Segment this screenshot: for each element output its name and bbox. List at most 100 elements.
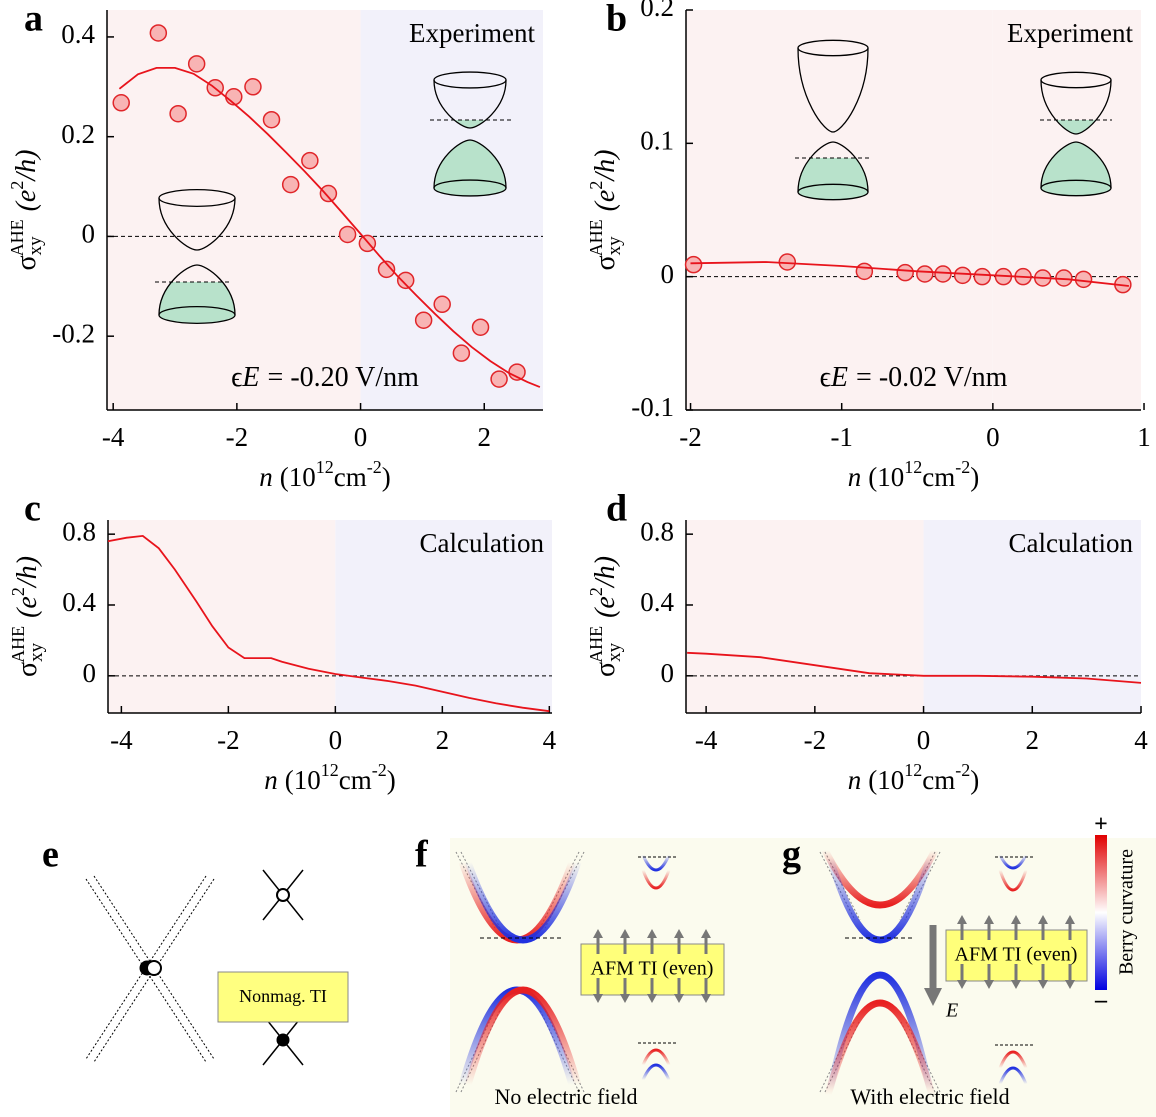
unit: (e (12, 596, 43, 618)
point (377, 260, 396, 279)
field-label: ϵE = -0.20 V/nm (231, 362, 419, 393)
exponent: -2 (367, 457, 382, 477)
x-axis-label: n (1012cm-2) (848, 457, 980, 492)
band-outline (433, 79, 507, 129)
spin-arrow-head (1011, 915, 1021, 924)
x-axis-label: n (1012cm-2) (259, 457, 391, 492)
colorbar (1095, 835, 1107, 990)
unit: (10 (285, 765, 321, 795)
spin-arrow-head (674, 994, 684, 1003)
unit: cm (922, 765, 955, 795)
spin-arrow-head (593, 994, 603, 1003)
band-fill (798, 184, 868, 200)
x-tick-label: -4 (102, 422, 125, 452)
subscript: xy (25, 236, 46, 256)
spin-arrow-head (957, 915, 967, 924)
superscript: AHE (586, 219, 606, 256)
band-outline (1040, 141, 1112, 189)
spin-arrow-head (701, 929, 711, 938)
exponent: 2 (586, 181, 606, 190)
x-tick-label: 0 (354, 422, 368, 452)
unit: cm (922, 462, 955, 492)
point (490, 370, 508, 388)
variable: n (264, 765, 278, 795)
band-outline (797, 47, 869, 133)
x-axis-label: n (1012cm-2) (848, 760, 980, 795)
band-outline (433, 139, 507, 189)
variable: n (848, 462, 862, 492)
symbol: σ (590, 662, 621, 677)
chart: -0.2 0 0.2 0.4 -4 -2 0 2 a Experiment ϵE = -0.20 V/… (7, 0, 543, 492)
panel-label: a (24, 0, 43, 40)
panel-e: e Nonmag. TI (42, 834, 349, 1066)
point (169, 104, 187, 123)
exponent: 12 (904, 760, 922, 780)
panel-label: c (24, 488, 41, 530)
point (1074, 270, 1093, 289)
line (687, 651, 1142, 684)
spin-arrow-head (1065, 915, 1075, 924)
x-tick-label: -2 (217, 725, 240, 755)
point (187, 55, 206, 73)
x-tick-label: -1 (830, 422, 853, 452)
x-tick-label: 0 (917, 725, 931, 755)
panel-label: b (606, 0, 627, 40)
band-fill (434, 180, 506, 196)
x-tick-label: 2 (477, 422, 491, 452)
y-tick-label: 0.4 (640, 587, 674, 617)
unit: /h) (590, 150, 621, 183)
band-fill (159, 306, 235, 324)
unit: ) (970, 765, 979, 795)
x-tick-label: 2 (436, 725, 450, 755)
x-axis-label: n (1012cm-2) (264, 760, 396, 795)
variable: E (241, 362, 259, 393)
symbol: σ (12, 662, 43, 677)
panel-label: g (782, 834, 801, 876)
point (953, 266, 972, 285)
spin-arrow-head (984, 915, 994, 924)
box-label: AFM TI (even) (591, 958, 714, 980)
unit: ) (382, 462, 391, 492)
spin-arrow-head (647, 994, 657, 1003)
spin-arrow-head (647, 929, 657, 938)
x-tick-label: 1 (1137, 422, 1151, 452)
point (684, 255, 703, 274)
text: = -0.02 V/nm (856, 362, 1008, 393)
annotation: Calculation (420, 528, 545, 558)
point (414, 311, 433, 329)
shading (992, 10, 1141, 410)
subscript: xy (604, 642, 625, 662)
band-fill (159, 282, 235, 315)
y-tick-label: -0.1 (631, 392, 674, 422)
band-outline (1040, 71, 1112, 89)
panel-f: f AFM TI (even) No electric field (415, 834, 725, 1109)
point (244, 78, 262, 96)
point (855, 262, 874, 281)
band-outline (158, 197, 236, 251)
symbol: σ (590, 255, 621, 270)
spin-arrow-head (984, 980, 994, 989)
band-fill (454, 120, 486, 128)
point (471, 318, 490, 336)
y-axis-label: σxyAHE (e2/h) (586, 556, 625, 677)
point (262, 110, 281, 129)
spin-arrow-head (1011, 980, 1021, 989)
band-outline (158, 264, 236, 316)
annotation: Experiment (409, 18, 535, 48)
line (690, 261, 1129, 287)
superscript: AHE (7, 219, 27, 256)
point (896, 263, 914, 282)
point (149, 24, 168, 42)
y-tick-label: 0 (83, 658, 97, 688)
x-tick-label: 0 (329, 725, 343, 755)
unit: ) (387, 765, 396, 795)
y-tick-label: 0 (82, 219, 96, 249)
spin-arrow-head (1038, 980, 1048, 989)
band-outline (158, 305, 236, 325)
panel-label: d (606, 488, 627, 530)
band-outline (1040, 79, 1112, 135)
y-tick-label: 0 (661, 658, 675, 688)
x-tick-label: -4 (695, 725, 718, 755)
